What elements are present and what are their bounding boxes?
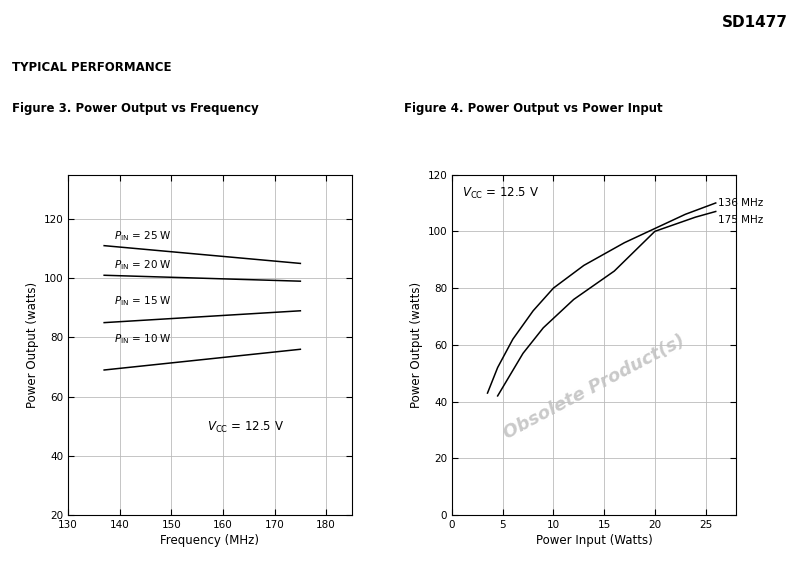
- X-axis label: Power Input (Watts): Power Input (Watts): [536, 534, 652, 547]
- Text: $P_{\mathrm{IN}}$ = 25 W: $P_{\mathrm{IN}}$ = 25 W: [114, 229, 172, 243]
- Text: 175 MHz: 175 MHz: [718, 215, 763, 225]
- Text: $P_{\mathrm{IN}}$ = 10 W: $P_{\mathrm{IN}}$ = 10 W: [114, 332, 172, 346]
- Text: Figure 4. Power Output vs Power Input: Figure 4. Power Output vs Power Input: [404, 102, 662, 115]
- Text: Obsolete Product(s): Obsolete Product(s): [500, 332, 688, 443]
- Text: $V_{\mathrm{CC}}$ = 12.5 V: $V_{\mathrm{CC}}$ = 12.5 V: [462, 186, 539, 201]
- Text: SD1477: SD1477: [722, 15, 788, 30]
- Text: $P_{\mathrm{IN}}$ = 20 W: $P_{\mathrm{IN}}$ = 20 W: [114, 258, 172, 272]
- Text: Figure 3. Power Output vs Frequency: Figure 3. Power Output vs Frequency: [12, 102, 258, 115]
- Text: 136 MHz: 136 MHz: [718, 198, 763, 208]
- Text: TYPICAL PERFORMANCE: TYPICAL PERFORMANCE: [12, 61, 171, 74]
- X-axis label: Frequency (MHz): Frequency (MHz): [161, 534, 259, 547]
- Text: $P_{\mathrm{IN}}$ = 15 W: $P_{\mathrm{IN}}$ = 15 W: [114, 294, 172, 308]
- Text: $V_{\mathrm{CC}}$ = 12.5 V: $V_{\mathrm{CC}}$ = 12.5 V: [207, 420, 285, 435]
- Y-axis label: Power Output (watts): Power Output (watts): [26, 282, 39, 408]
- Y-axis label: Power Output (watts): Power Output (watts): [410, 282, 423, 408]
